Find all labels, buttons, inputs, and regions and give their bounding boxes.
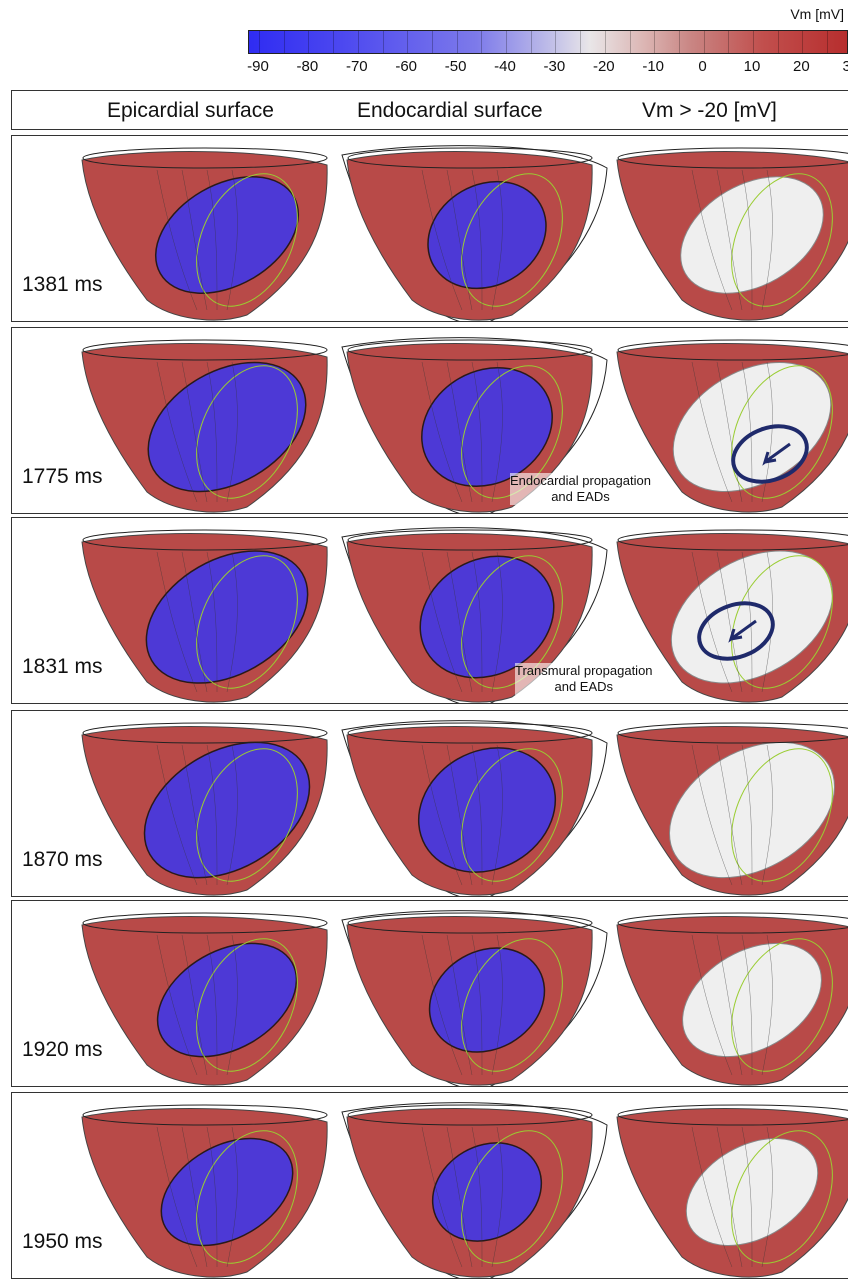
heart-threshold [616,147,848,321]
colorbar-tick [728,31,730,53]
colorbar-tick [431,31,433,53]
heart-epicardial [81,1104,328,1278]
heart-endocardial [341,720,608,896]
heart-renderings [81,910,848,1086]
time-frame-panel: 1920 ms [11,900,848,1087]
colorbar-tick [481,31,483,53]
heart-endocardial [341,337,608,513]
time-frame-panel: 1870 ms [11,710,848,897]
colorbar-tick-label: -80 [296,58,319,75]
time-label: 1775 ms [22,465,103,488]
colorbar-tick [580,31,582,53]
colorbar-tick [654,31,656,53]
heart-threshold [616,529,848,703]
colorbar-tick-label: 0 [698,58,707,75]
time-label: 1950 ms [22,1230,103,1253]
time-label: 1920 ms [22,1038,103,1061]
heart-endocardial [341,1102,608,1278]
time-frame-panel: 1831 ms Transmural propagation and EADs [11,517,848,704]
colorbar-tick [283,31,285,53]
colorbar-tick [753,31,754,53]
header-epicardial: Epicardial surface [107,99,274,122]
heart-renderings [81,527,848,703]
time-frame-panel: 1950 ms [11,1092,848,1279]
colorbar-tick [407,31,409,53]
colorbar-tick-label: 30 [842,58,848,75]
time-frame-panel: 1381 ms [11,135,848,322]
heart-epicardial [81,722,328,896]
heart-epicardial [81,912,328,1086]
colorbar [248,30,848,54]
colorbar-tick-label: -90 [247,58,269,75]
colorbar-tick [555,31,557,53]
colorbar-tick-label: -60 [395,58,418,75]
colorbar-tick [357,31,359,53]
propagation-arrow-icon [728,619,757,643]
heart-epicardial [81,529,328,703]
colorbar-tick [456,31,458,53]
colorbar-tick-label: -70 [345,58,368,75]
propagation-arrow-icon [762,442,791,466]
colorbar-tick-label: 10 [743,58,761,75]
heart-renderings [81,145,848,321]
heart-threshold [616,1104,848,1278]
colorbar-unit-label: Vm [mV] [790,6,844,22]
colorbar-tick [382,31,384,53]
annotation-label: Transmural propagation and EADs [515,663,653,695]
time-frame-panel: 1775 ms Endocardial propagation and EADs [11,327,848,514]
heart-threshold [616,912,848,1086]
annotation-label: Endocardial propagation and EADs [510,473,651,505]
colorbar-tick [777,31,779,53]
colorbar-tick [333,31,335,53]
colorbar-tick [703,31,705,53]
time-label: 1381 ms [22,273,103,296]
heart-renderings [81,337,848,513]
heart-renderings [81,1102,848,1278]
colorbar-tick [308,31,310,53]
propagation-ring [731,424,809,484]
header-endocardial: Endocardial surface [357,99,543,122]
heart-endocardial [341,910,608,1086]
heart-threshold [616,339,848,513]
colorbar-tick-label: 20 [793,58,810,75]
colorbar-tick-label: -30 [543,58,566,75]
heart-epicardial [81,147,328,321]
colorbar-tick-label: -40 [494,58,516,75]
heart-renderings [81,720,848,896]
colorbar-tick [259,31,260,53]
time-label: 1870 ms [22,848,103,871]
colorbar-tick-label: -20 [592,58,615,75]
colorbar-tick [629,31,631,53]
propagation-ring [697,601,775,661]
heart-epicardial [81,339,328,513]
colorbar-tick [802,31,804,53]
heart-endocardial [341,145,608,321]
heart-endocardial [341,527,608,703]
colorbar-tick-label: -50 [444,58,467,75]
header-threshold: Vm > -20 [mV] [642,99,777,122]
colorbar-tick [827,31,829,53]
colorbar-tick [530,31,532,53]
time-label: 1831 ms [22,655,103,678]
column-header: Epicardial surface Endocardial surface V… [11,90,848,130]
heart-threshold [616,722,848,896]
colorbar-tick-label: -10 [642,58,665,75]
colorbar-tick [604,31,606,53]
colorbar-tick [506,31,507,53]
colorbar-tick [678,31,680,53]
